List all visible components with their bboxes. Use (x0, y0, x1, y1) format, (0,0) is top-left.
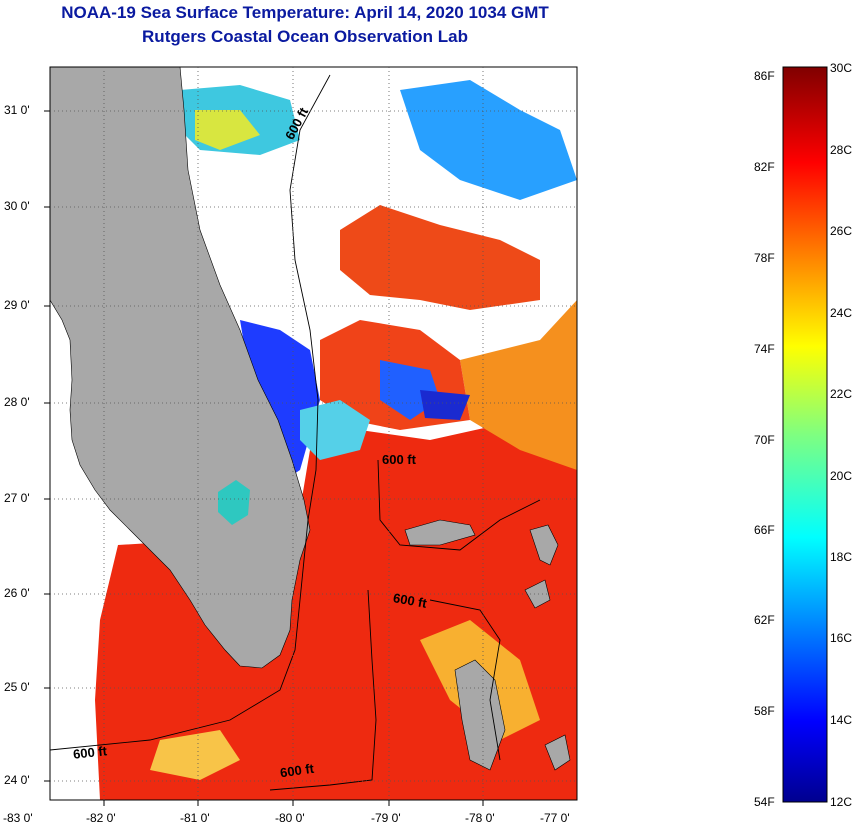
colorbar-f-label: 78F (754, 251, 775, 265)
colorbar-f-label: 54F (754, 795, 775, 809)
colorbar-f-label: 58F (754, 704, 775, 718)
lon-label: -83 0' (3, 811, 33, 825)
colorbar (782, 66, 828, 803)
warm-water-north (340, 205, 540, 310)
lat-label: 29 0' (4, 298, 30, 312)
colorbar-f-label: 66F (754, 523, 775, 537)
colorbar-c-label: 28C (830, 143, 853, 157)
lon-label: -80 0' (275, 811, 305, 825)
map-title: NOAA-19 Sea Surface Temperature: April 1… (61, 3, 549, 22)
map-frame (49, 66, 578, 801)
lat-label: 31 0' (4, 103, 30, 117)
axis-ticks (44, 110, 484, 806)
isobath-east-florida (50, 74, 331, 751)
bahamas-islet (524, 579, 551, 609)
lon-label: -81 0' (180, 811, 210, 825)
isobath-label: 600 ft (382, 452, 416, 467)
colorbar-f-label: 62F (754, 613, 775, 627)
isobath-lines (50, 74, 541, 791)
bahamas-islet-2 (544, 734, 571, 771)
lake-okeechobee (218, 480, 250, 525)
lat-label: 26 0' (4, 586, 30, 600)
lat-label: 30 0' (4, 199, 30, 213)
yellow-streaks-2 (150, 730, 240, 780)
colorbar-c-label: 18C (830, 550, 853, 564)
colorbar-f-label: 74F (754, 342, 775, 356)
lat-label: 28 0' (4, 395, 30, 409)
colorbar-c-label: 12C (830, 795, 853, 809)
colorbar-f-label: 70F (754, 433, 775, 447)
isobath-great-bahama (269, 589, 377, 791)
colorbar-c-label: 20C (830, 469, 853, 483)
abaco-island (529, 524, 559, 566)
florida-land (50, 67, 311, 669)
lon-label: -78 0' (465, 811, 495, 825)
yellow-water-north (195, 110, 260, 150)
grand-bahama (404, 519, 476, 546)
lon-label: -77 0' (540, 811, 570, 825)
cool-water-patch-2 (420, 390, 470, 420)
lon-label: -79 0' (371, 811, 401, 825)
colorbar-f-label: 82F (754, 160, 775, 174)
lat-label: 24 0' (4, 773, 30, 787)
lon-label: -82 0' (86, 811, 116, 825)
cyan-water-ne (400, 80, 577, 200)
orange-water-east (460, 300, 577, 470)
map-subtitle: Rutgers Coastal Ocean Observation Lab (142, 27, 468, 46)
colorbar-c-label: 26C (830, 224, 853, 238)
colorbar-c-label: 22C (830, 387, 853, 401)
map-field (50, 67, 577, 800)
lat-label: 27 0' (4, 491, 30, 505)
colorbar-c-label: 30C (830, 61, 853, 75)
colorbar-c-label: 24C (830, 306, 853, 320)
isobath-little-bahama (377, 459, 541, 551)
colorbar-c-label: 14C (830, 713, 853, 727)
colorbar-f-label: 86F (754, 69, 775, 83)
lat-label: 25 0' (4, 680, 30, 694)
isobath-tongue (429, 599, 501, 761)
colorbar-c-label: 16C (830, 631, 853, 645)
